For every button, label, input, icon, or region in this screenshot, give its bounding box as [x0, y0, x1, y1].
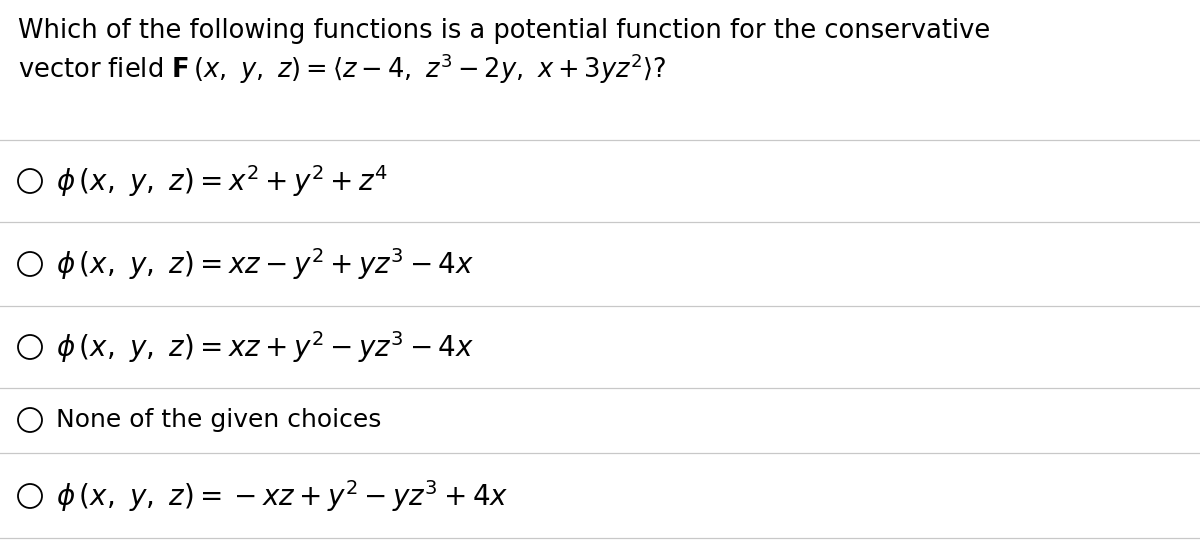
Text: $\phi\,(x,\ y,\ z) = xz + y^2 - yz^3 - 4x$: $\phi\,(x,\ y,\ z) = xz + y^2 - yz^3 - 4…	[56, 329, 474, 365]
Text: vector field $\mathbf{F}\,(x,\ y,\ z) = \langle z - 4,\ z^3 - 2y,\ x + 3yz^2\ran: vector field $\mathbf{F}\,(x,\ y,\ z) = …	[18, 52, 666, 87]
Text: $\phi\,(x,\ y,\ z) = -xz + y^2 - yz^3 + 4x$: $\phi\,(x,\ y,\ z) = -xz + y^2 - yz^3 + …	[56, 478, 509, 514]
Text: $\phi\,(x,\ y,\ z) = x^2 + y^2 + z^4$: $\phi\,(x,\ y,\ z) = x^2 + y^2 + z^4$	[56, 163, 388, 199]
Text: $\phi\,(x,\ y,\ z) = xz - y^2 + yz^3 - 4x$: $\phi\,(x,\ y,\ z) = xz - y^2 + yz^3 - 4…	[56, 246, 474, 282]
Text: Which of the following functions is a potential function for the conservative: Which of the following functions is a po…	[18, 18, 990, 44]
Text: None of the given choices: None of the given choices	[56, 408, 382, 432]
